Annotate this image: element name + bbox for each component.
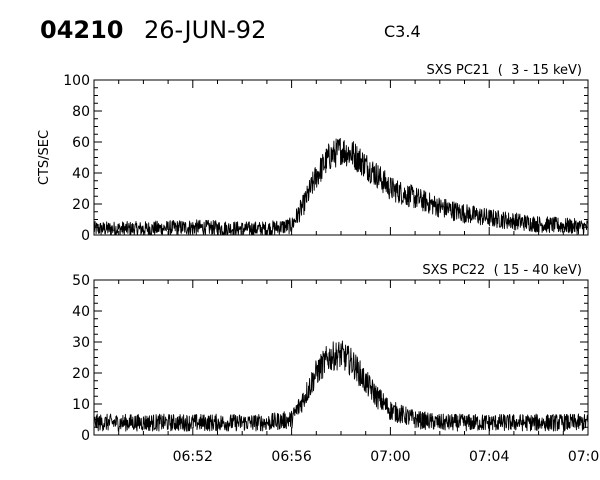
y-tick-label: 40 — [72, 304, 90, 320]
x-tick-label: 06:56 — [271, 449, 311, 465]
x-tick-label: 07:00 — [370, 449, 410, 465]
event-date: 26-JUN-92 — [144, 16, 267, 44]
y-axis-label: CTS/SEC — [37, 130, 52, 185]
y-tick-label: 0 — [81, 228, 90, 244]
y-tick-label: 0 — [81, 428, 90, 444]
y-tick-label: 100 — [63, 73, 90, 89]
x-tick-label: 07:08 — [568, 449, 600, 465]
flare-class: C3.4 — [384, 22, 421, 41]
y-tick-label: 50 — [72, 273, 90, 289]
series-line-2-1 — [93, 340, 589, 432]
y-tick-label: 40 — [72, 166, 90, 182]
y-tick-label: 20 — [72, 197, 90, 213]
y-tick-label: 10 — [72, 397, 90, 413]
x-tick-label: 07:04 — [469, 449, 509, 465]
y-tick-label: 60 — [72, 135, 90, 151]
y-tick-label: 20 — [72, 366, 90, 382]
series-line-1-1 — [93, 138, 589, 236]
y-tick-label: 30 — [72, 335, 90, 351]
panel-title-2: SXS PC22 ( 15 - 40 keV) — [422, 263, 582, 278]
y-tick-label: 80 — [72, 104, 90, 120]
panel-title-1: SXS PC21 ( 3 - 15 keV) — [426, 63, 582, 78]
event-id: 04210 — [40, 16, 124, 44]
x-tick-label: 06:52 — [173, 449, 213, 465]
